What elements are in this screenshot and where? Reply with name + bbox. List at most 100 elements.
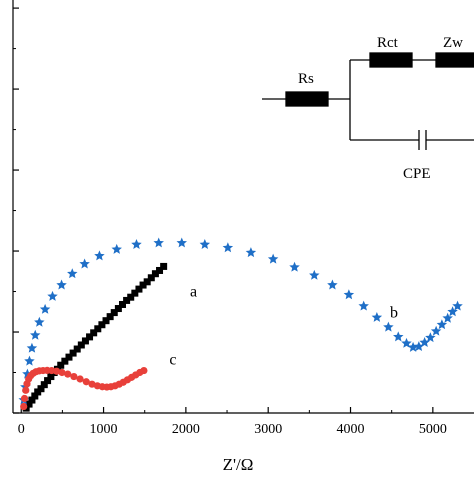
data-point-b (67, 268, 78, 279)
data-point-a (47, 373, 55, 381)
data-point-a (73, 345, 81, 353)
data-point-a (160, 262, 168, 270)
data-point-a (102, 317, 110, 325)
circuit-labels: Rs Rct Zw CPE (298, 35, 463, 182)
x-tick-label: 0 (18, 422, 25, 437)
series-a (22, 262, 168, 412)
data-point-b (436, 319, 448, 330)
data-point-b (393, 331, 404, 342)
data-point-b (24, 355, 35, 366)
data-point-c (64, 370, 72, 378)
resistor-rct (369, 52, 413, 68)
data-point-a (118, 300, 126, 308)
data-point-a (123, 296, 131, 304)
data-point-c (58, 368, 66, 377)
series-c (20, 366, 148, 411)
series-label-c: c (169, 351, 176, 368)
x-tick-label: 4000 (337, 422, 365, 437)
data-point-b (425, 332, 436, 343)
label-rct: Rct (377, 35, 399, 51)
data-point-b (327, 279, 338, 290)
data-point-c (20, 394, 29, 403)
label-cpe: CPE (403, 166, 431, 182)
data-point-b (407, 341, 419, 352)
data-point-b (419, 337, 430, 347)
data-point-b (199, 239, 211, 250)
data-point-a (65, 353, 73, 361)
data-point-b (309, 269, 320, 280)
data-point-a (40, 381, 48, 389)
data-point-a (28, 396, 36, 404)
data-point-b (56, 279, 67, 290)
data-point-b (413, 341, 425, 352)
resistor-zw (435, 52, 474, 68)
series-layer (18, 237, 463, 412)
data-point-b (245, 247, 257, 258)
data-point-b (26, 342, 38, 353)
data-point-b (34, 316, 45, 327)
data-point-c (76, 375, 84, 383)
equivalent-circuit-inset (262, 52, 474, 150)
data-point-b (401, 337, 412, 348)
x-ticks (20, 407, 434, 413)
series-label-b: b (390, 304, 398, 321)
data-point-a (61, 357, 69, 365)
data-point-a (69, 349, 77, 357)
data-point-a (37, 385, 45, 393)
data-point-a (81, 337, 89, 345)
data-point-a (131, 289, 139, 297)
data-point-a (139, 281, 147, 289)
data-point-a (98, 321, 106, 329)
data-point-a (143, 278, 151, 286)
axes (12, 0, 474, 414)
data-point-a (77, 341, 85, 349)
data-point-b (111, 243, 122, 254)
y-ticks (13, 7, 19, 414)
data-point-a (156, 266, 164, 274)
data-point-b (343, 289, 355, 300)
data-point-a (94, 325, 102, 333)
data-point-a (135, 285, 143, 293)
data-point-c (140, 366, 148, 375)
data-point-b (176, 237, 187, 248)
data-point-a (57, 361, 65, 369)
x-tick-label: 2000 (172, 422, 200, 437)
data-point-a (90, 329, 98, 337)
data-point-b (39, 303, 51, 314)
label-zw: Zw (443, 35, 463, 51)
data-point-c (70, 372, 78, 381)
data-point-b (430, 325, 442, 336)
data-point-a (44, 377, 52, 385)
data-point-b (94, 250, 105, 261)
resistor-rs (285, 91, 329, 107)
x-tick-label: 3000 (254, 422, 282, 437)
data-point-b (358, 300, 369, 311)
data-point-a (147, 274, 155, 282)
data-point-a (31, 392, 39, 400)
data-point-a (25, 400, 33, 408)
data-point-b (452, 300, 463, 311)
series-labels: a b c (169, 283, 398, 368)
series-label-a: a (190, 283, 197, 300)
data-point-b (447, 306, 458, 317)
x-axis-label: Z'/Ω (223, 455, 254, 474)
data-point-b (79, 258, 90, 269)
data-point-b (371, 311, 383, 322)
data-point-c (22, 386, 30, 394)
data-point-c (20, 402, 28, 411)
data-point-b (289, 261, 300, 272)
data-point-b (222, 242, 234, 253)
data-point-a (106, 313, 114, 321)
data-point-b (30, 329, 41, 340)
label-rs: Rs (298, 71, 314, 87)
data-point-a (86, 333, 94, 341)
data-point-b (267, 253, 279, 264)
data-point-a (151, 270, 159, 278)
data-point-a (110, 309, 118, 317)
data-point-b (131, 239, 142, 250)
x-tick-labels: 0 1000 2000 3000 4000 5000 (18, 422, 447, 437)
data-point-b (442, 312, 453, 323)
data-point-a (114, 305, 122, 313)
